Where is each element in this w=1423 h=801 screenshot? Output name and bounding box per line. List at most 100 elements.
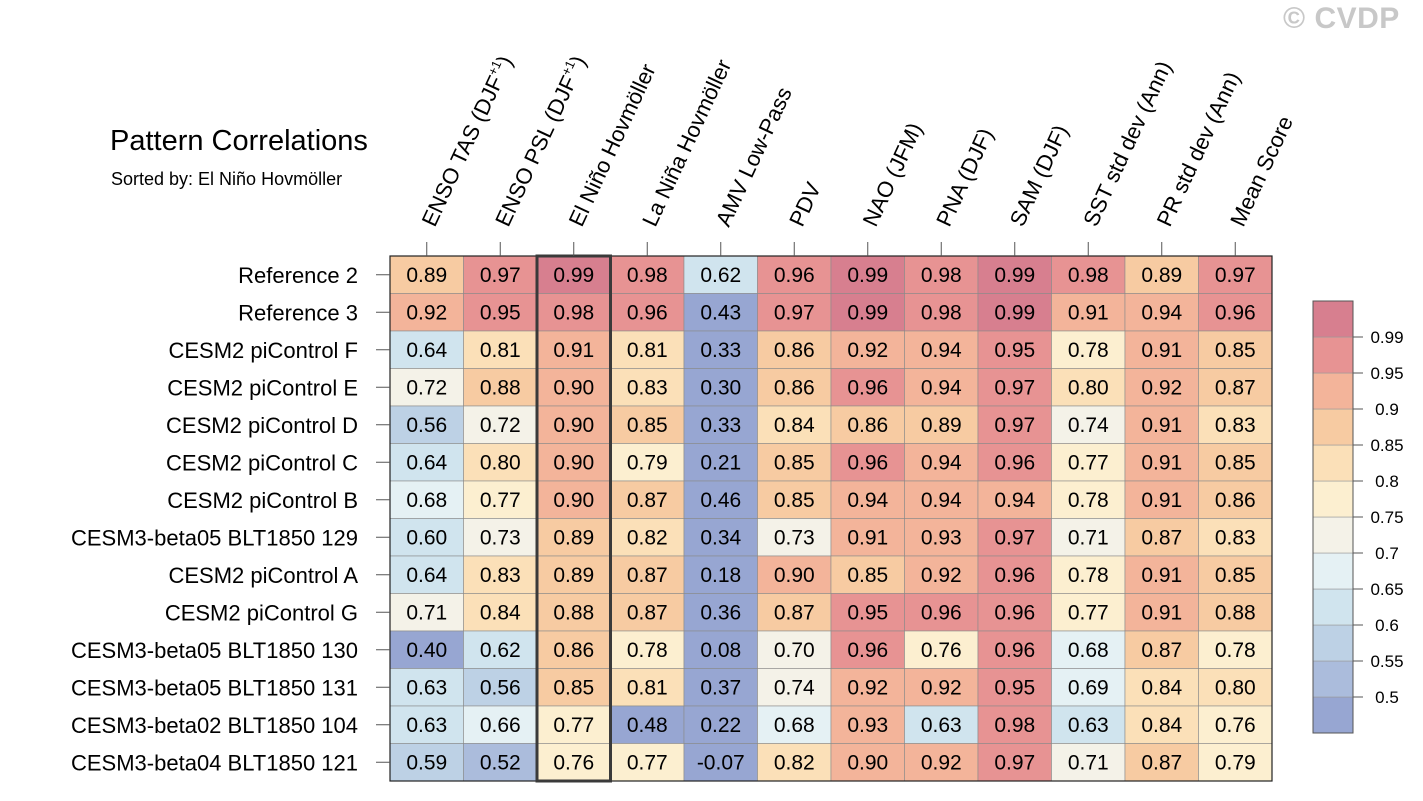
heatmap-cell (1051, 518, 1126, 557)
cell-value: 0.94 (994, 489, 1035, 512)
heatmap-cell (389, 668, 464, 707)
cell-value: 0.90 (553, 489, 594, 512)
cell-value: 0.82 (627, 526, 668, 549)
cell-value: 0.48 (627, 714, 668, 737)
cell-value: 0.63 (406, 676, 447, 699)
heatmap-cell (1198, 668, 1273, 707)
heatmap-cell (1198, 743, 1273, 782)
cell-value: 0.80 (480, 451, 521, 474)
heatmap-cell (1124, 555, 1199, 594)
cell-value: 0.83 (1215, 414, 1256, 437)
heatmap-cell (1124, 405, 1199, 444)
cell-value: 0.96 (1215, 301, 1256, 324)
heatmap-cell (904, 443, 979, 482)
heatmap-cell (1124, 518, 1199, 557)
cell-value: 0.96 (847, 639, 888, 662)
heatmap-cell (757, 293, 832, 332)
heatmap-cell (1198, 630, 1273, 669)
cell-value: 0.76 (553, 751, 594, 774)
cell-value: 0.87 (1141, 639, 1182, 662)
heatmap-cell (463, 555, 538, 594)
heatmap-cell (389, 330, 464, 369)
cell-value: 0.98 (921, 264, 962, 287)
colorbar-segment (1312, 588, 1354, 626)
heatmap-cell (830, 668, 905, 707)
cell-value: 0.84 (480, 601, 521, 624)
heatmap-cell (757, 555, 832, 594)
heatmap-cell (463, 480, 538, 519)
cell-value: 0.99 (553, 264, 594, 287)
cell-value: 0.95 (994, 339, 1035, 362)
row-label: CESM2 piControl C (166, 450, 358, 475)
cell-value: 0.92 (847, 676, 888, 699)
cell-value: 0.80 (1215, 676, 1256, 699)
heatmap-cell (904, 555, 979, 594)
cell-value: 0.33 (700, 339, 741, 362)
heatmap-cell (536, 480, 611, 519)
cell-value: 0.78 (627, 639, 668, 662)
heatmap-cell (904, 255, 979, 294)
cell-value: 0.72 (406, 376, 447, 399)
cell-value: 0.99 (994, 264, 1035, 287)
heatmap-cell (904, 593, 979, 632)
cell-value: 0.90 (553, 451, 594, 474)
row-label: Reference 3 (238, 300, 358, 325)
cell-value: 0.08 (700, 639, 741, 662)
heatmap-cell (1198, 555, 1273, 594)
cell-value: 0.92 (406, 301, 447, 324)
heatmap-cell (757, 330, 832, 369)
cell-value: 0.34 (700, 526, 741, 549)
heatmap-cell (757, 668, 832, 707)
heatmap-cell (904, 518, 979, 557)
colorbar-label: 0.99 (1370, 328, 1403, 347)
cell-value: 0.94 (921, 451, 962, 474)
colorbar-segment (1312, 408, 1354, 446)
heatmap-cell (683, 705, 758, 744)
heatmap-cell (1124, 368, 1199, 407)
heatmap-cell (757, 368, 832, 407)
cell-value: 0.98 (553, 301, 594, 324)
cell-value: 0.96 (994, 601, 1035, 624)
heatmap-cell (683, 368, 758, 407)
row-label: CESM3-beta02 BLT1850 104 (71, 713, 358, 738)
heatmap-cell (610, 593, 685, 632)
heatmap-cell (1051, 743, 1126, 782)
heatmap-cell (904, 630, 979, 669)
heatmap-cell (1198, 518, 1273, 557)
cell-value: 0.33 (700, 414, 741, 437)
heatmap-cell (977, 705, 1052, 744)
heatmap-cell (1198, 480, 1273, 519)
heatmap-cell (683, 480, 758, 519)
cell-value: 0.92 (921, 564, 962, 587)
cell-value: 0.87 (1141, 751, 1182, 774)
heatmap-cell (757, 480, 832, 519)
cell-value: 0.78 (1215, 639, 1256, 662)
colorbar-label: 0.55 (1370, 652, 1403, 671)
column-label: PDV (784, 178, 826, 230)
heatmap-cell (977, 518, 1052, 557)
cell-value: 0.43 (700, 301, 741, 324)
heatmap-cell (536, 555, 611, 594)
cell-value: 0.88 (553, 601, 594, 624)
heatmap-cell (830, 330, 905, 369)
heatmap-cell (389, 705, 464, 744)
cell-value: 0.78 (1068, 564, 1109, 587)
cell-value: 0.96 (847, 451, 888, 474)
cell-value: 0.86 (553, 639, 594, 662)
cell-value: 0.91 (847, 526, 888, 549)
heatmap-cell (463, 255, 538, 294)
cell-value: 0.71 (1068, 751, 1109, 774)
colorbar-label: 0.65 (1370, 580, 1403, 599)
cell-value: 0.83 (480, 564, 521, 587)
cell-value: 0.85 (627, 414, 668, 437)
heatmap-cell (683, 443, 758, 482)
heatmap-cell (1051, 480, 1126, 519)
row-label: CESM2 piControl D (166, 413, 358, 438)
cell-value: -0.07 (697, 751, 745, 774)
cell-value: 0.91 (1141, 489, 1182, 512)
heatmap-cell (1124, 480, 1199, 519)
heatmap-cell (904, 743, 979, 782)
heatmap-cell (1051, 330, 1126, 369)
heatmap-cell (1124, 293, 1199, 332)
column-label: Mean Score (1225, 112, 1298, 230)
